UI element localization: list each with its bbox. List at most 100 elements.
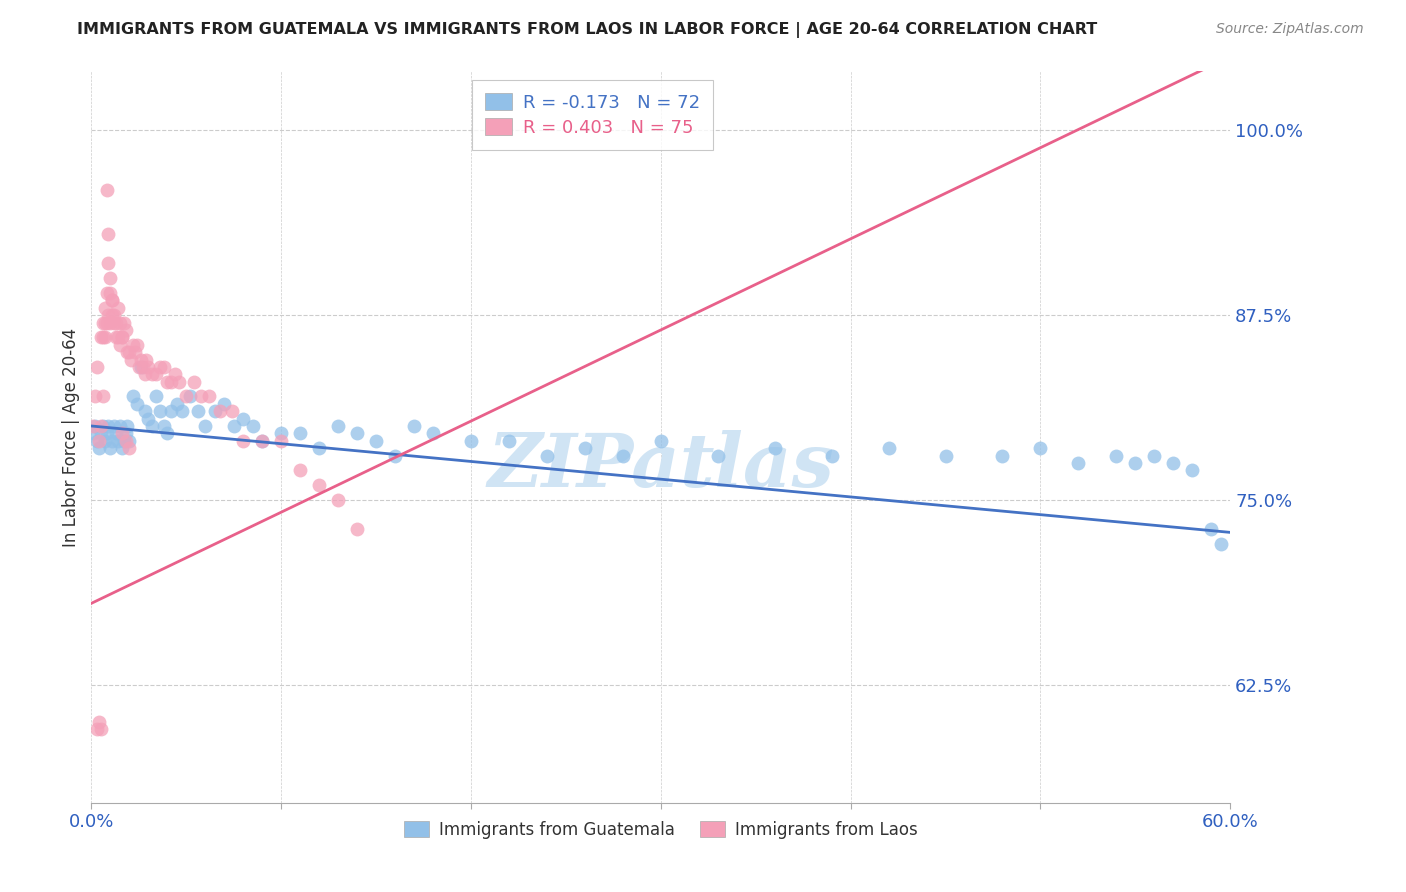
Point	[270, 426, 292, 441]
Legend: Immigrants from Guatemala, Immigrants from Laos: Immigrants from Guatemala, Immigrants fr…	[398, 814, 924, 846]
Point	[163, 368, 186, 382]
Y-axis label: In Labor Force | Age 20-64: In Labor Force | Age 20-64	[62, 327, 80, 547]
Point	[187, 404, 209, 418]
Point	[138, 359, 160, 374]
Point	[536, 449, 558, 463]
Point	[93, 301, 115, 315]
Point	[86, 722, 108, 736]
Point	[346, 523, 368, 537]
Point	[118, 434, 141, 448]
Point	[149, 404, 172, 418]
Point	[198, 389, 221, 403]
Point	[108, 316, 131, 330]
Point	[214, 397, 236, 411]
Point	[612, 449, 634, 463]
Point	[166, 397, 188, 411]
Point	[160, 375, 183, 389]
Point	[90, 419, 112, 434]
Point	[1209, 537, 1232, 551]
Point	[877, 441, 900, 455]
Point	[87, 434, 110, 448]
Point	[194, 419, 217, 434]
Point	[149, 359, 172, 374]
Point	[135, 352, 157, 367]
Point	[103, 316, 125, 330]
Point	[107, 434, 129, 448]
Text: Source: ZipAtlas.com: Source: ZipAtlas.com	[1216, 22, 1364, 37]
Point	[108, 419, 131, 434]
Point	[145, 368, 167, 382]
Point	[96, 183, 118, 197]
Point	[114, 426, 136, 441]
Point	[97, 227, 120, 241]
Point	[97, 308, 120, 322]
Point	[384, 449, 406, 463]
Point	[242, 419, 264, 434]
Point	[650, 434, 672, 448]
Point	[96, 316, 118, 330]
Point	[326, 419, 349, 434]
Point	[101, 293, 124, 308]
Point	[101, 308, 124, 322]
Point	[111, 330, 134, 344]
Point	[98, 285, 121, 300]
Point	[160, 404, 183, 418]
Point	[98, 441, 121, 455]
Point	[101, 293, 124, 308]
Point	[122, 389, 145, 403]
Point	[1105, 449, 1128, 463]
Point	[183, 375, 205, 389]
Point	[290, 426, 312, 441]
Point	[129, 359, 152, 374]
Point	[141, 419, 163, 434]
Point	[156, 426, 179, 441]
Point	[125, 337, 148, 351]
Point	[90, 426, 112, 441]
Point	[222, 419, 245, 434]
Point	[934, 449, 956, 463]
Point	[991, 449, 1014, 463]
Point	[105, 330, 128, 344]
Point	[84, 389, 107, 403]
Point	[574, 441, 596, 455]
Point	[209, 404, 232, 418]
Point	[91, 389, 114, 403]
Point	[108, 337, 131, 351]
Point	[1161, 456, 1184, 470]
Point	[172, 404, 194, 418]
Point	[125, 397, 148, 411]
Point	[87, 441, 110, 455]
Point	[96, 426, 118, 441]
Point	[308, 478, 330, 492]
Point	[1029, 441, 1052, 455]
Point	[1201, 523, 1223, 537]
Point	[105, 426, 128, 441]
Point	[91, 419, 114, 434]
Point	[232, 411, 254, 425]
Point	[167, 375, 190, 389]
Point	[270, 434, 292, 448]
Point	[117, 419, 139, 434]
Point	[1125, 456, 1147, 470]
Point	[134, 404, 156, 418]
Point	[152, 419, 174, 434]
Point	[422, 426, 444, 441]
Point	[138, 411, 160, 425]
Text: ZIPatlas: ZIPatlas	[488, 430, 834, 502]
Point	[204, 404, 226, 418]
Text: IMMIGRANTS FROM GUATEMALA VS IMMIGRANTS FROM LAOS IN LABOR FORCE | AGE 20-64 COR: IMMIGRANTS FROM GUATEMALA VS IMMIGRANTS …	[77, 22, 1098, 38]
Point	[105, 316, 128, 330]
Point	[93, 316, 115, 330]
Point	[124, 345, 146, 359]
Point	[120, 352, 142, 367]
Point	[117, 345, 139, 359]
Point	[364, 434, 387, 448]
Point	[326, 492, 349, 507]
Point	[82, 426, 104, 441]
Point	[86, 434, 108, 448]
Point	[404, 419, 426, 434]
Point	[145, 389, 167, 403]
Point	[308, 441, 330, 455]
Point	[131, 359, 153, 374]
Point	[250, 434, 273, 448]
